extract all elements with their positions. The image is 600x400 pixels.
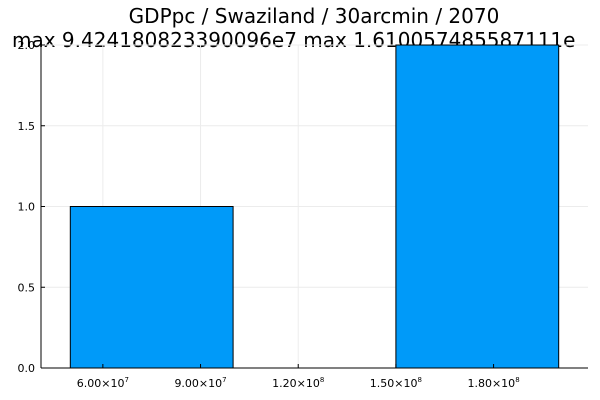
x-tick-label: 1.50×108 [370,376,422,390]
x-tick-label: 1.80×108 [467,376,519,390]
x-tick-label: 1.20×108 [272,376,324,390]
chart-title-line1: GDPpc / Swaziland / 30arcmin / 2070 [129,4,500,28]
y-tick-label: 0.5 [18,281,36,294]
x-tick-label: 9.00×107 [174,376,226,390]
histogram-bar [395,44,560,369]
x-tick-label: 6.00×107 [77,376,129,390]
axis-layer [40,44,588,369]
y-tick-label: 0.0 [18,362,36,375]
y-tick-label: 2.0 [18,39,36,52]
tick-label-layer: 0.0 0.5 1.0 1.5 2.0 6.00×107 9.00×107 1.20×108 1… [18,39,520,390]
histogram-bar [69,206,234,369]
y-tick-label: 1.5 [18,120,36,133]
y-tick-label: 1.0 [18,201,36,214]
bar-layer [69,44,560,369]
